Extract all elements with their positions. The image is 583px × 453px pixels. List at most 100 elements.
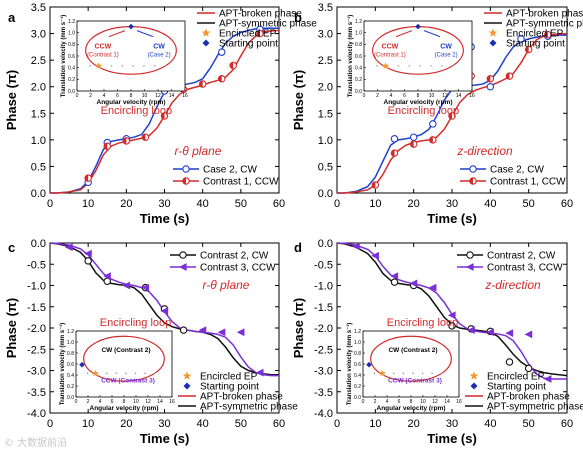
x-tick-label: 0 <box>334 198 340 210</box>
inset-grid-dot <box>402 372 405 375</box>
inset-x-tick-label: 2 <box>87 399 90 405</box>
data-point-purple <box>390 272 399 280</box>
y-tick-label: 0.5 <box>318 161 333 173</box>
data-point-red <box>141 133 150 141</box>
inset-y-tick-label: 1.0 <box>355 30 362 36</box>
data-point-red <box>229 61 237 70</box>
inset: 0 2 4 6 8 10 12 14 16 0.0 0.2 0.4 0.6 0.8 1.0 1.2 Angula… <box>59 323 175 412</box>
y-tick-label: -2.0 <box>27 323 46 335</box>
inset-x-tick-label: 12 <box>442 93 448 99</box>
inset-frame <box>76 20 186 92</box>
data-point-red <box>524 45 533 54</box>
y-tick-label: 2.5 <box>31 55 46 67</box>
chart-panel-a: a0 10 20 30 40 50 600.00.51.01.52.02.53.03.5Ti… <box>4 2 317 226</box>
inset-y-tick-label: 1.2 <box>354 329 361 335</box>
inset-label-ccw: CCW <box>382 43 399 50</box>
inset-y-tick-label: 0.6 <box>68 54 75 60</box>
y-tick-label: 0.0 <box>318 188 333 200</box>
inset-grid-dot <box>105 372 108 375</box>
inset-y-tick-label: 1.0 <box>68 30 75 36</box>
inset-x-tick-label: 14 <box>169 93 175 99</box>
x-tick-label: 30 <box>158 418 170 430</box>
legend-label: Encircled EP <box>487 372 545 383</box>
inset-grid-dot <box>121 65 124 67</box>
inset-y-tick-label: 0.0 <box>68 89 75 95</box>
legend-marker <box>179 251 187 259</box>
encircling-loop-ellipse <box>83 335 165 382</box>
x-axis-label: Time (s) <box>427 211 477 226</box>
y-tick-label: -3.0 <box>27 366 46 378</box>
x-tick-label: 20 <box>408 418 420 430</box>
inset-grid-dot <box>392 372 395 375</box>
encircling-loop-caption: Encircling loop <box>387 317 459 329</box>
y-axis-label: Phase (π) <box>291 70 306 131</box>
y-tick-label: -3.0 <box>314 366 333 378</box>
legend-label: Case 2, CW <box>203 165 257 176</box>
legend-label: APT-symmetric phase <box>200 402 298 413</box>
legend-label: Starting point <box>200 382 259 393</box>
data-point-red <box>390 149 399 157</box>
inset-y-tick-label: 1.0 <box>354 340 361 346</box>
inset-grid-dot <box>373 372 376 375</box>
x-tick-label: 50 <box>235 418 247 430</box>
inset-x-tick-label: 10 <box>420 399 426 405</box>
data-point-purple <box>103 272 111 280</box>
legend-label: APT-broken phase <box>219 9 302 20</box>
starting-point-diamond <box>415 23 421 30</box>
inset-y-tick-label: 1.2 <box>355 19 362 25</box>
data-point-black <box>84 257 92 265</box>
inset-x-tick-label: 6 <box>116 93 119 99</box>
inset-x-tick-label: 10 <box>429 93 435 99</box>
starting-point-diamond <box>128 23 134 30</box>
legend-marker <box>183 382 191 390</box>
panel-letter: a <box>8 10 16 25</box>
data-point-purple <box>409 279 418 288</box>
inset-y-tick-label: 1.2 <box>68 19 75 25</box>
encircling-loop-caption: Encircling loop <box>100 317 172 329</box>
chart-panel-d: d0 10 20 30 40 50 600.0-0.5-1.0-1.5-2.0-2.5-3.… <box>291 238 583 446</box>
inset-x-tick-label: 0 <box>363 93 366 99</box>
inset-x-tick-label: 10 <box>142 93 148 99</box>
data-point-purple <box>371 251 379 260</box>
x-tick-label: 60 <box>273 198 285 210</box>
legend-label: Starting point <box>487 382 546 393</box>
data-point-red <box>486 74 495 83</box>
inset-y-tick-label: 0.2 <box>68 77 75 83</box>
plane-annotation: z-direction <box>484 278 541 292</box>
inset-x-tick-label: 16 <box>469 93 475 99</box>
data-point-purple <box>428 283 437 292</box>
y-tick-label: -4.0 <box>314 408 333 420</box>
legend-label: Contrast 3, CCW <box>487 263 563 274</box>
legend-label: Contrast 3, CCW <box>200 263 276 274</box>
inset-grid-dot <box>144 372 146 375</box>
inset-grid-dot <box>143 65 145 67</box>
inset-y-tick-label: 1.0 <box>67 340 74 346</box>
inset-x-tick-label: 16 <box>169 399 175 405</box>
legend-label: Starting point <box>506 39 565 50</box>
data-point-black <box>390 278 399 286</box>
x-tick-label: 20 <box>408 198 420 210</box>
inset-y-tick-label: 0.4 <box>355 65 362 71</box>
starting-point-diamond <box>366 361 372 368</box>
inset-x-label: Angular velocity (rpm) <box>97 99 166 106</box>
x-tick-label: 10 <box>369 198 381 210</box>
y-tick-label: 0.0 <box>31 238 46 250</box>
inset-y-tick-label: 0.4 <box>68 65 75 71</box>
cw-arrow <box>136 30 154 38</box>
data-point-blue <box>218 48 226 56</box>
inset-grid-dot <box>153 65 156 67</box>
data-point-blue <box>409 133 418 141</box>
starting-point-diamond <box>79 361 85 368</box>
inset-grid-dot <box>132 65 134 67</box>
inset-grid-dot <box>153 372 156 375</box>
y-tick-label: 2.5 <box>318 55 333 67</box>
inset-x-tick-label: 0 <box>75 399 78 405</box>
inset-x-tick-label: 14 <box>444 399 450 405</box>
inset-y-tick-label: 0.2 <box>354 384 361 390</box>
y-tick-label: 0.0 <box>31 188 46 200</box>
inset-y-label: Translation velocity (mm s⁻¹) <box>60 15 67 98</box>
inset-grid-dot <box>421 372 424 375</box>
x-tick-label: 60 <box>561 198 573 210</box>
